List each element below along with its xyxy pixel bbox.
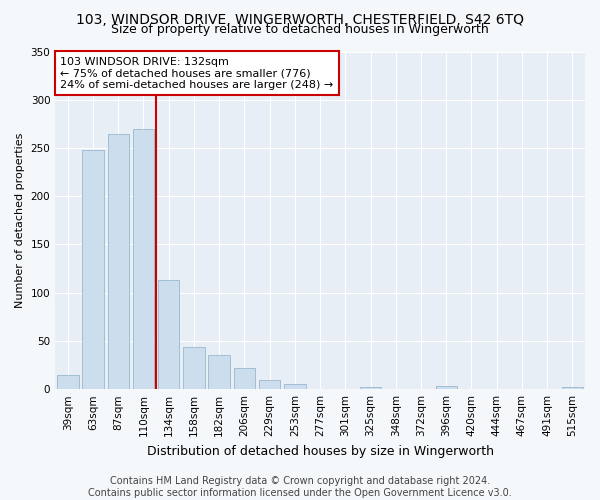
- Bar: [183, 346, 205, 389]
- Bar: [360, 388, 381, 389]
- Bar: [436, 386, 457, 389]
- Bar: [562, 388, 583, 389]
- Bar: [133, 128, 154, 389]
- Bar: [208, 356, 230, 389]
- Bar: [284, 384, 305, 389]
- Bar: [82, 150, 104, 389]
- Text: Contains HM Land Registry data © Crown copyright and database right 2024.
Contai: Contains HM Land Registry data © Crown c…: [88, 476, 512, 498]
- Bar: [57, 374, 79, 389]
- Bar: [259, 380, 280, 389]
- Text: Size of property relative to detached houses in Wingerworth: Size of property relative to detached ho…: [111, 22, 489, 36]
- Bar: [158, 280, 179, 389]
- Y-axis label: Number of detached properties: Number of detached properties: [15, 132, 25, 308]
- Bar: [107, 134, 129, 389]
- X-axis label: Distribution of detached houses by size in Wingerworth: Distribution of detached houses by size …: [146, 444, 494, 458]
- Text: 103, WINDSOR DRIVE, WINGERWORTH, CHESTERFIELD, S42 6TQ: 103, WINDSOR DRIVE, WINGERWORTH, CHESTER…: [76, 12, 524, 26]
- Bar: [233, 368, 255, 389]
- Text: 103 WINDSOR DRIVE: 132sqm
← 75% of detached houses are smaller (776)
24% of semi: 103 WINDSOR DRIVE: 132sqm ← 75% of detac…: [61, 56, 334, 90]
